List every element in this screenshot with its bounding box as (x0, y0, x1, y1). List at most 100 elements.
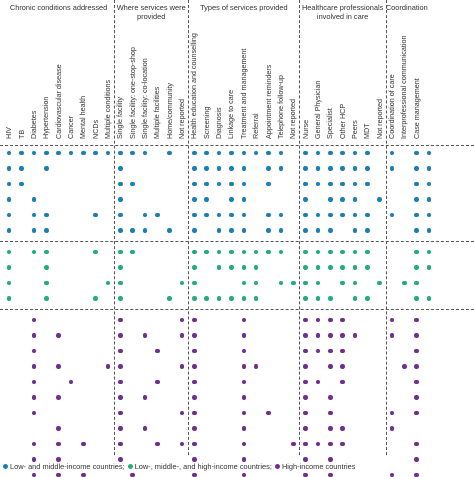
block-divider (0, 241, 474, 242)
matrix-dot (6, 249, 12, 255)
matrix-dot (93, 249, 98, 255)
column-header: Cancer (65, 115, 75, 139)
matrix-dot (377, 280, 382, 286)
matrix-dot (93, 296, 98, 301)
matrix-dot (303, 228, 308, 233)
group-label: Where services were provided (116, 3, 186, 21)
group-label: Healthcare professionals involved in car… (301, 3, 384, 21)
column-header: Home/community (164, 83, 174, 139)
matrix-dot (278, 212, 284, 218)
matrix-dot (365, 228, 370, 233)
group-divider (188, 0, 190, 455)
matrix-dot (414, 181, 420, 187)
matrix-dot (340, 426, 345, 431)
matrix-dot (192, 410, 197, 416)
matrix-dot (266, 150, 271, 156)
matrix-dot (303, 426, 308, 431)
column-header: Multiple conditions (102, 79, 112, 139)
column-header: Case management (411, 78, 421, 139)
matrix-dot (118, 441, 123, 447)
matrix-dot (253, 249, 259, 255)
matrix-dot (266, 228, 271, 233)
matrix-dot (340, 197, 345, 202)
matrix-dot (303, 317, 308, 323)
column-header: Not reported (374, 99, 384, 139)
matrix-dot (192, 395, 197, 400)
matrix-dot (340, 265, 345, 270)
matrix-dot (142, 333, 148, 338)
matrix-dot (216, 296, 222, 301)
matrix-dot (105, 150, 111, 156)
matrix-dot (155, 212, 160, 218)
matrix-dot (192, 181, 197, 187)
matrix-dot (303, 379, 308, 385)
legend-marker-hic (274, 464, 280, 469)
matrix-dot (327, 296, 333, 301)
matrix-dot (142, 150, 148, 156)
matrix-dot (241, 181, 247, 187)
matrix-dot (266, 212, 271, 218)
matrix-dot (31, 410, 37, 416)
matrix-dot (315, 296, 321, 301)
matrix-dot (118, 457, 123, 462)
matrix-dot (192, 150, 197, 156)
matrix-dot (389, 212, 395, 218)
matrix-dot (327, 181, 333, 187)
matrix-dot (315, 212, 321, 218)
matrix-dot (389, 410, 395, 416)
matrix-dot (142, 212, 148, 218)
matrix-dot (204, 181, 210, 187)
matrix-dot (266, 410, 271, 416)
matrix-dot (192, 441, 197, 447)
matrix-dot (303, 395, 308, 400)
matrix-dot (327, 472, 333, 477)
legend-item-hic: High-income countries (274, 462, 355, 471)
matrix-dot (192, 472, 197, 477)
matrix-dot (414, 379, 420, 385)
matrix-dot (241, 317, 247, 323)
matrix-dot (56, 441, 61, 447)
matrix-dot (414, 212, 420, 218)
matrix-dot (19, 181, 24, 187)
matrix-dot (192, 296, 197, 301)
matrix-dot (192, 426, 197, 431)
matrix-dot (241, 472, 247, 477)
matrix-dot (303, 410, 308, 416)
matrix-dot (192, 317, 197, 323)
matrix-dot (31, 441, 37, 447)
matrix-dot (118, 212, 123, 218)
matrix-dot (303, 150, 308, 156)
matrix-dot (241, 379, 247, 385)
column-header: Interprofessional communication (399, 35, 409, 139)
matrix-dot (43, 296, 49, 301)
matrix-dot (118, 426, 123, 431)
matrix-dot (229, 296, 234, 301)
matrix-dot (303, 348, 308, 354)
matrix-dot (192, 379, 197, 385)
matrix-dot (6, 166, 12, 171)
matrix-dot (43, 166, 49, 171)
matrix-dot (327, 457, 333, 462)
matrix-dot (253, 150, 259, 156)
column-header: Cardiovascular disease (53, 64, 63, 139)
matrix-dot (204, 212, 210, 218)
matrix-dot (290, 280, 296, 286)
matrix-dot (340, 280, 345, 286)
column-header: NCDs (90, 119, 100, 139)
matrix-dot (352, 280, 358, 286)
matrix-dot (6, 280, 12, 286)
column-header: Coordination of care (387, 74, 397, 139)
matrix-dot (241, 426, 247, 431)
matrix-dot (414, 457, 420, 462)
matrix-dot (303, 296, 308, 301)
matrix-dot (402, 364, 407, 369)
matrix-dot (414, 166, 420, 171)
matrix-dot (56, 150, 61, 156)
matrix-dot (241, 249, 247, 255)
column-header: Appointment reminders (263, 64, 273, 139)
matrix-dot (118, 265, 123, 270)
matrix-dot (31, 364, 37, 369)
column-header: Not reported (288, 99, 298, 139)
matrix-dot (6, 150, 12, 156)
matrix-dot (414, 395, 420, 400)
